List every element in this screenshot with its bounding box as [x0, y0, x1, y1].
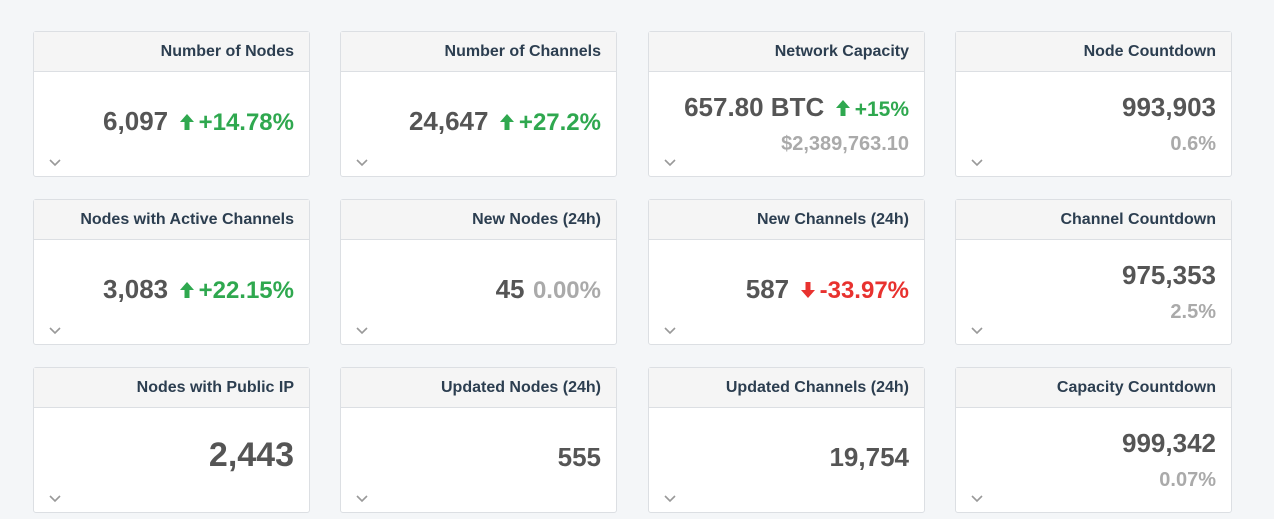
- chevron-down-icon[interactable]: [48, 494, 62, 504]
- card-value: 999,342: [1122, 428, 1216, 458]
- chevron-down-icon[interactable]: [355, 494, 369, 504]
- card-capacity-countdown: Capacity Countdown 999,342 0.07%: [955, 367, 1232, 513]
- chevron-down-icon[interactable]: [663, 158, 677, 168]
- card-number-of-nodes: Number of Nodes 6,097 +14.78%: [33, 31, 310, 177]
- chevron-down-icon[interactable]: [970, 494, 984, 504]
- card-title: Updated Nodes (24h): [341, 368, 616, 408]
- card-title: New Nodes (24h): [341, 200, 616, 240]
- card-title: New Channels (24h): [649, 200, 924, 240]
- card-value: 657.80 BTC: [684, 92, 825, 122]
- card-value: 19,754: [829, 442, 909, 472]
- card-subvalue: 2.5%: [1170, 301, 1216, 323]
- delta-badge: +22.15%: [179, 277, 294, 304]
- card-value: 2,443: [208, 436, 294, 474]
- card-title: Updated Channels (24h): [649, 368, 924, 408]
- card-new-channels: New Channels (24h) 587 -33.97%: [648, 199, 925, 345]
- card-new-nodes: New Nodes (24h) 45 0.00%: [340, 199, 617, 345]
- chevron-down-icon[interactable]: [970, 326, 984, 336]
- card-subvalue: 0.07%: [1159, 469, 1216, 491]
- delta-badge: +27.2%: [499, 109, 601, 136]
- card-value: 587: [745, 274, 790, 304]
- delta-badge: 0.00%: [532, 277, 601, 304]
- card-title: Number of Channels: [341, 32, 616, 72]
- arrow-up-icon: [179, 113, 195, 131]
- arrow-up-icon: [499, 113, 515, 131]
- card-updated-channels: Updated Channels (24h) 19,754: [648, 367, 925, 513]
- card-subvalue: 0.6%: [1170, 133, 1216, 155]
- card-value: 24,647: [408, 106, 489, 136]
- card-value: 975,353: [1122, 260, 1216, 290]
- chevron-down-icon[interactable]: [355, 158, 369, 168]
- card-title: Channel Countdown: [956, 200, 1231, 240]
- chevron-down-icon[interactable]: [48, 158, 62, 168]
- card-nodes-active-channels: Nodes with Active Channels 3,083 +22.15%: [33, 199, 310, 345]
- chevron-down-icon[interactable]: [663, 494, 677, 504]
- card-subvalue: $2,389,763.10: [781, 133, 909, 155]
- card-value: 993,903: [1122, 92, 1216, 122]
- arrow-up-icon: [835, 99, 851, 117]
- card-channel-countdown: Channel Countdown 975,353 2.5%: [955, 199, 1232, 345]
- card-title: Number of Nodes: [34, 32, 309, 72]
- chevron-down-icon[interactable]: [970, 158, 984, 168]
- card-node-countdown: Node Countdown 993,903 0.6%: [955, 31, 1232, 177]
- card-title: Node Countdown: [956, 32, 1231, 72]
- card-number-of-channels: Number of Channels 24,647 +27.2%: [340, 31, 617, 177]
- delta-badge: +14.78%: [179, 109, 294, 136]
- delta-badge: +15%: [835, 98, 909, 121]
- delta-badge: -33.97%: [800, 277, 909, 304]
- card-title: Nodes with Active Channels: [34, 200, 309, 240]
- chevron-down-icon[interactable]: [663, 326, 677, 336]
- card-value: 6,097: [103, 106, 169, 136]
- card-network-capacity: Network Capacity 657.80 BTC +15% $2,389,…: [648, 31, 925, 177]
- chevron-down-icon[interactable]: [355, 326, 369, 336]
- chevron-down-icon[interactable]: [48, 326, 62, 336]
- arrow-up-icon: [179, 281, 195, 299]
- card-title: Capacity Countdown: [956, 368, 1231, 408]
- card-value: 45: [495, 274, 525, 304]
- card-updated-nodes: Updated Nodes (24h) 555: [340, 367, 617, 513]
- card-value: 555: [557, 442, 601, 472]
- card-title: Network Capacity: [649, 32, 924, 72]
- card-title: Nodes with Public IP: [34, 368, 309, 408]
- card-value: 3,083: [103, 274, 169, 304]
- arrow-down-icon: [800, 281, 816, 299]
- card-nodes-public-ip: Nodes with Public IP 2,443: [33, 367, 310, 513]
